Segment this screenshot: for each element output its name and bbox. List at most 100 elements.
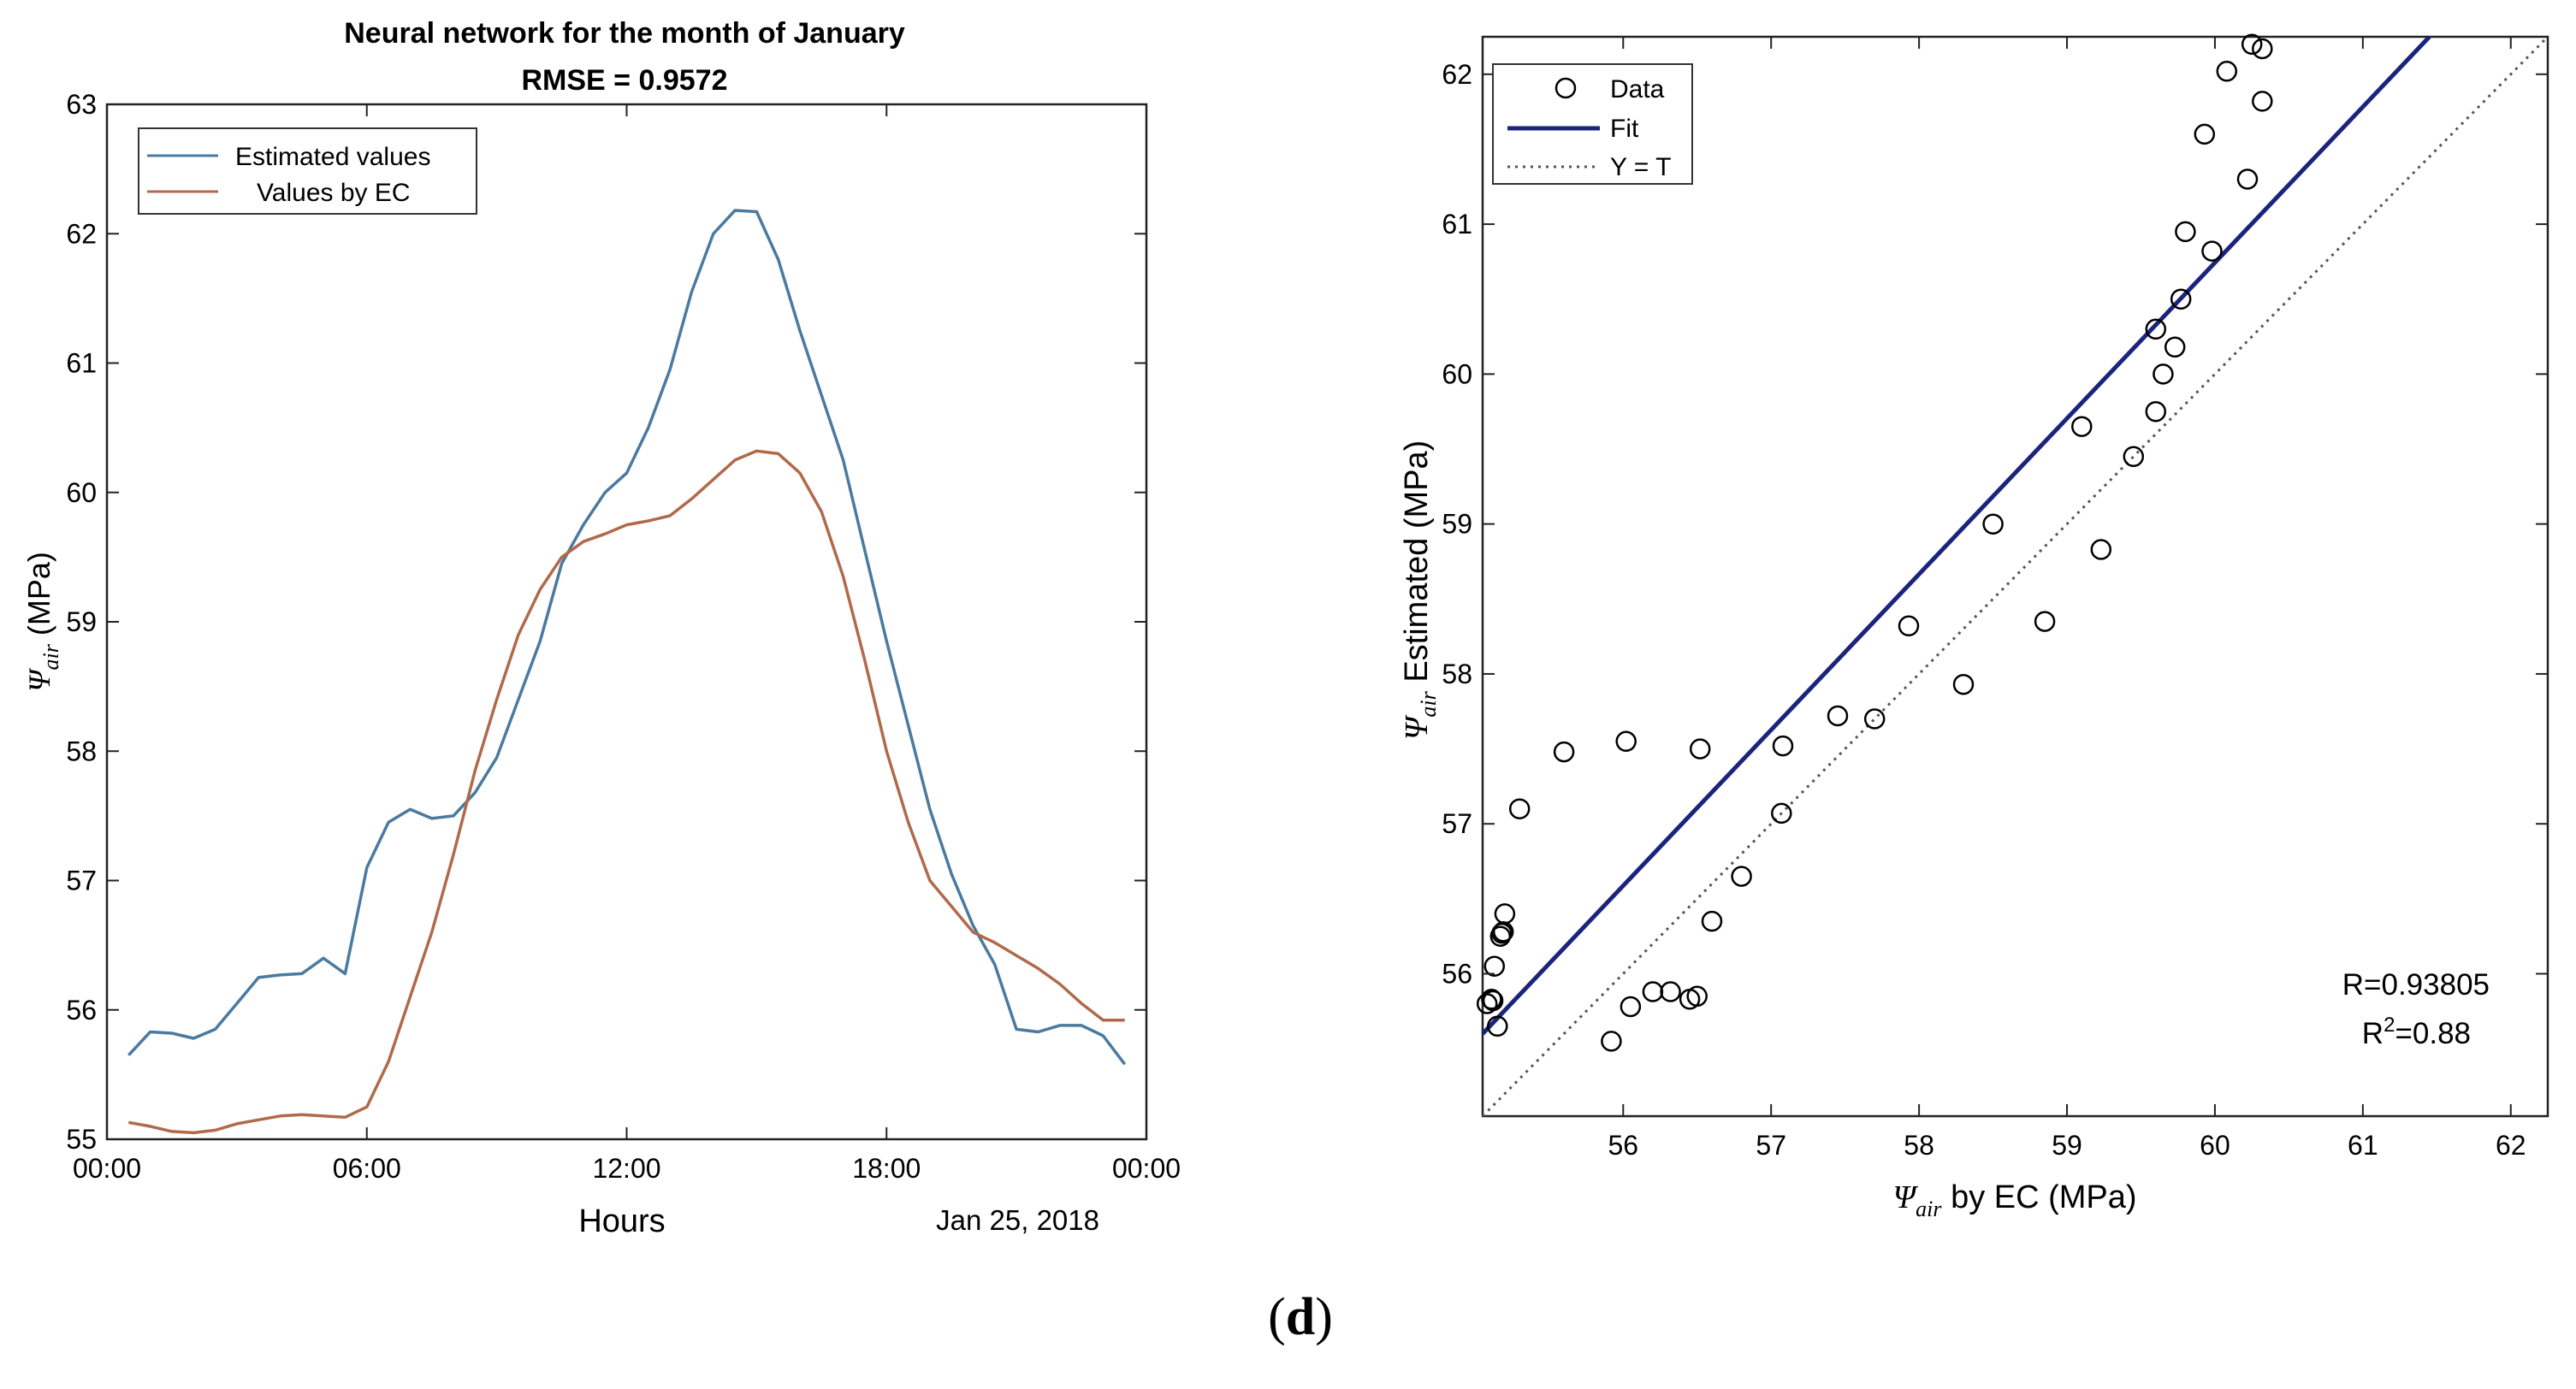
r-squared-value: R2=0.88	[2362, 1014, 2471, 1050]
x-axis-label-subscript: air	[1916, 1197, 1942, 1221]
data-point	[1863, 708, 1886, 730]
y-tick-label: 57	[66, 866, 97, 896]
line-chart: Neural network for the month of January …	[21, 17, 1181, 1239]
x-tick-label: 60	[2200, 1130, 2230, 1161]
x-axis-label: Hours	[578, 1203, 665, 1239]
x-axis-ticks: 56 57 58 59 60 61 62	[1608, 37, 2526, 1161]
data-point	[1491, 922, 1513, 944]
y-tick-label: 62	[1442, 59, 1472, 90]
y-tick-label: 61	[1442, 209, 1472, 239]
x-tick-label: 18:00	[852, 1153, 921, 1184]
panel-letter: d	[1285, 1288, 1316, 1346]
x-tick-label: 57	[1756, 1130, 1786, 1161]
data-point	[1620, 996, 1642, 1018]
data-point	[1601, 1031, 1622, 1052]
series-line-ec	[127, 449, 1125, 1135]
data-point	[1771, 802, 1792, 825]
data-point	[2241, 33, 2263, 56]
x-tick-label: 62	[2496, 1130, 2526, 1161]
data-point	[2170, 288, 2192, 310]
legend-label-estimated: Estimated values	[235, 143, 430, 171]
y-tick-label: 58	[1442, 659, 1472, 689]
data-point	[1494, 903, 1516, 925]
legend-box	[138, 127, 477, 215]
y-axis-label-unit: (MPa)	[21, 552, 56, 635]
y-tick-label: 59	[66, 606, 97, 637]
legend-box	[1492, 63, 1693, 185]
y-tick-label: 58	[66, 736, 97, 766]
x-tick-label: 58	[1904, 1130, 1934, 1161]
data-point	[2090, 539, 2112, 560]
data-point	[1642, 981, 1664, 1002]
y-tick-label: 60	[66, 477, 97, 508]
chart-subtitle: RMSE = 0.9572	[522, 64, 728, 97]
x-tick-label: 00:00	[1112, 1153, 1181, 1184]
data-point	[2145, 318, 2167, 340]
data-point	[2164, 336, 2186, 358]
x-tick-label: 00:00	[73, 1153, 141, 1184]
data-point	[1553, 741, 1575, 763]
y-tick-label: 62	[66, 218, 97, 249]
data-point	[2123, 446, 2145, 468]
data-point	[2153, 364, 2174, 385]
panel-label: (d)	[1268, 1288, 1333, 1346]
x-tick-label: 56	[1608, 1130, 1638, 1161]
reference-lines	[1481, 35, 2549, 1118]
data-point	[2194, 123, 2216, 145]
y-axis-label-subscript: air	[38, 643, 63, 670]
y-axis-ticks: 56 57 58 59 60 61 62	[1442, 59, 2548, 989]
data-point	[1952, 673, 1975, 695]
legend-label-data: Data	[1610, 75, 1665, 103]
data-point	[2252, 91, 2273, 112]
r-squared-superscript: 2	[2384, 1014, 2395, 1037]
y-axis-ticks: 55 56 57 58 59 60 61 62 63	[66, 89, 1146, 1155]
x-tick-label: 06:00	[333, 1153, 401, 1184]
data-point	[2201, 240, 2223, 262]
data-points	[1476, 33, 2273, 1052]
data-point	[1689, 738, 1711, 760]
data-point	[2145, 400, 2167, 423]
legend-label-identity: Y = T	[1610, 153, 1671, 181]
y-tick-label: 57	[1442, 808, 1472, 839]
y-tick-label: 61	[66, 348, 97, 379]
y-tick-label: 59	[1442, 509, 1472, 540]
r-squared-suffix: =0.88	[2395, 1017, 2471, 1050]
y-tick-label: 63	[66, 89, 97, 120]
data-point	[1482, 990, 1504, 1012]
data-point	[1701, 910, 1723, 932]
x-tick-label: 12:00	[592, 1153, 660, 1184]
r-value: R=0.93805	[2342, 968, 2490, 1002]
y-tick-label: 55	[66, 1124, 97, 1155]
legend: Estimated values Values by EC	[138, 127, 477, 215]
data-point	[2034, 611, 2056, 632]
y-axis-label-text: Estimated	[1399, 538, 1435, 683]
x-axis-label-symbol: Ψ	[1892, 1179, 1918, 1215]
data-point	[2216, 61, 2238, 82]
data-point	[1508, 798, 1531, 819]
data-point	[1827, 705, 1849, 727]
x-axis-ticks: 00:00 06:00 12:00 18:00 00:00	[73, 104, 1181, 1184]
date-label: Jan 25, 2018	[936, 1204, 1099, 1236]
legend-label-fit: Fit	[1610, 115, 1639, 143]
chart-title: Neural network for the month of January	[344, 17, 905, 50]
data-point	[1660, 981, 1681, 1002]
y-axis-label: Ψair Estimated (MPa)	[1399, 440, 1441, 741]
data-point	[1615, 730, 1637, 753]
scatter-chart: 56 57 58 59 60 61 62 56 57 58 59 60 61 62 Ψair by EC…	[1399, 33, 2549, 1221]
fit-line	[1481, 35, 2431, 1036]
data-point	[1731, 866, 1752, 887]
y-tick-label: 60	[1442, 358, 1472, 389]
data-point	[1483, 955, 1506, 977]
data-point	[2071, 416, 2093, 437]
y-axis-label-symbol: Ψ	[22, 667, 56, 692]
legend-marker-data	[1554, 77, 1577, 99]
y-axis-label-subscript: air	[1416, 690, 1441, 717]
y-axis-label: Ψair (MPa)	[21, 552, 63, 692]
series-lines	[127, 209, 1127, 1135]
y-axis-label-symbol: Ψ	[1399, 714, 1435, 740]
legend-label-ec: Values by EC	[257, 179, 411, 207]
x-axis-label-text: by EC (MPa)	[1951, 1179, 2136, 1215]
x-axis-label: Ψair by EC (MPa)	[1892, 1179, 2136, 1221]
series-line-estimated	[127, 209, 1127, 1066]
data-point	[1772, 735, 1794, 757]
